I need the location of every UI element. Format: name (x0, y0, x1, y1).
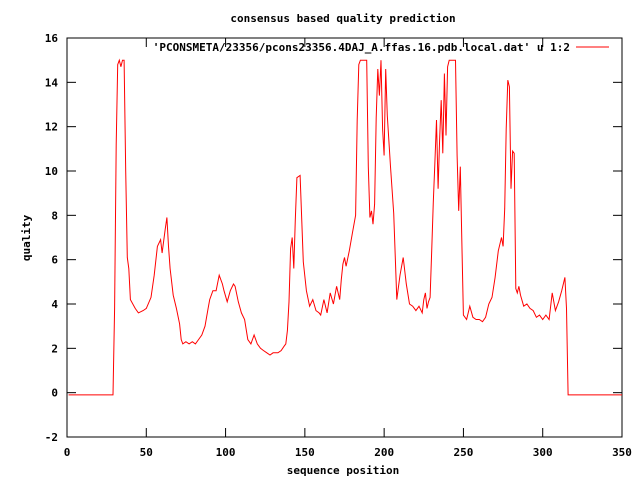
axis-ticks: -2 0 2 4 6 8 10 12 14 16 0 50 100 150 200 250 300 350 (45, 32, 632, 459)
y-tick-label: 2 (51, 342, 58, 355)
legend: 'PCONSMETA/23356/pcons23356.4DAJ_A.ffas.… (153, 41, 609, 54)
x-axis-label: sequence position (287, 464, 400, 477)
x-tick-label: 0 (64, 446, 71, 459)
y-tick-label: 14 (45, 76, 59, 89)
legend-label: 'PCONSMETA/23356/pcons23356.4DAJ_A.ffas.… (153, 41, 570, 54)
y-tick-label: 12 (45, 121, 58, 134)
y-tick-label: 6 (51, 254, 58, 267)
x-tick-label: 300 (533, 446, 553, 459)
y-tick-label: -2 (45, 431, 58, 444)
series-group (68, 58, 622, 396)
x-tick-label: 350 (612, 446, 632, 459)
x-tick-label: 50 (140, 446, 153, 459)
y-tick-label: 0 (51, 387, 58, 400)
plot-frame (66, 37, 623, 438)
y-tick-label: 16 (45, 32, 59, 45)
x-tick-label: 200 (374, 446, 394, 459)
y-tick-label: 10 (45, 165, 58, 178)
x-tick-label: 100 (216, 446, 236, 459)
y-axis-label: quality (20, 214, 33, 261)
y-tick-label: 8 (51, 209, 58, 222)
chart-title: consensus based quality prediction (230, 12, 455, 25)
y-tick-label: 4 (51, 298, 58, 311)
x-tick-label: 150 (295, 446, 315, 459)
x-tick-label: 250 (453, 446, 473, 459)
series-line (68, 58, 622, 396)
